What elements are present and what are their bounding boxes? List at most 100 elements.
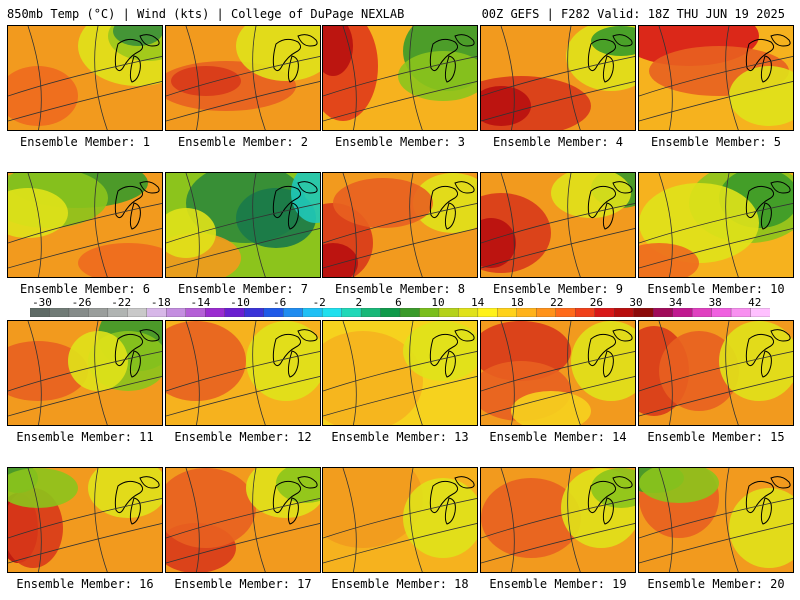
isobar-line: [481, 228, 635, 269]
colorbar-swatch: [49, 308, 70, 317]
ensemble-member-label: Ensemble Member: 10: [647, 282, 785, 296]
isobar-line: [481, 203, 635, 244]
temperature-map: [323, 26, 477, 130]
isobar-line: [342, 468, 357, 572]
colorbar-swatch: [263, 308, 284, 317]
ensemble-member-label: Ensemble Member: 2: [177, 135, 309, 149]
isobar-line: [94, 321, 108, 425]
isobar-line: [8, 203, 162, 244]
temperature-map: [639, 173, 793, 277]
colorbar-swatch: [146, 308, 167, 317]
ensemble-panel: [322, 320, 478, 426]
isobar-line: [8, 523, 162, 564]
isobar-line: [252, 173, 266, 277]
ensemble-member-label: Ensemble Member: 1: [19, 135, 151, 149]
isobar-line: [342, 26, 357, 130]
isobar-line: [27, 468, 42, 572]
isobar-line: [567, 173, 581, 277]
isobar-line: [323, 203, 477, 244]
temperature-map: [323, 321, 477, 425]
ensemble-panel: [480, 172, 636, 278]
colorbar-swatch: [185, 308, 206, 317]
ensemble-panel: [165, 25, 321, 131]
colorbar-swatch: [653, 308, 674, 317]
colorbar-swatch: [594, 308, 615, 317]
isobar-line: [409, 321, 423, 425]
temperature-map: [323, 173, 477, 277]
isobar-line: [94, 468, 108, 572]
isobar-line: [409, 26, 423, 130]
isobar-line: [639, 498, 793, 539]
temperature-map: [481, 321, 635, 425]
isobar-line: [185, 321, 200, 425]
ensemble-member-label: Ensemble Member: 17: [174, 577, 312, 591]
colorbar-tick: -30: [32, 296, 52, 309]
isobar-line: [27, 173, 42, 277]
isobar-line: [725, 173, 739, 277]
isobar-line: [481, 351, 635, 392]
isobar-line: [567, 26, 581, 130]
colorbar-tick: 42: [748, 296, 762, 309]
colorbar-tick: -2: [312, 296, 326, 309]
colorbar-swatch: [244, 308, 265, 317]
isobar-line: [639, 203, 793, 244]
ensemble-panel: [480, 320, 636, 426]
colorbar-swatch: [107, 308, 129, 317]
colorbar-swatch: [302, 308, 323, 317]
temperature-map: [8, 173, 162, 277]
ensemble-member-label: Ensemble Member: 3: [334, 135, 466, 149]
ensemble-member-label: Ensemble Member: 20: [647, 577, 785, 591]
isobar-line: [567, 468, 581, 572]
isobar-line: [166, 228, 320, 269]
ensemble-member-label: Ensemble Member: 15: [647, 430, 785, 444]
isobar-line: [481, 498, 635, 539]
colorbar-swatch: [30, 308, 51, 317]
colorbar-swatch: [166, 308, 187, 317]
temperature-map: [323, 468, 477, 572]
ensemble-member-label: Ensemble Member: 11: [16, 430, 154, 444]
isobar-line: [323, 498, 477, 539]
colorbar-swatch: [399, 308, 421, 317]
colorbar-swatch: [633, 308, 654, 317]
ensemble-member-label: Ensemble Member: 12: [174, 430, 312, 444]
colorbar-tick: 10: [431, 296, 445, 309]
isobar-line: [639, 351, 793, 392]
colorbar-swatch: [750, 308, 770, 317]
isobar-line: [323, 523, 477, 564]
isobar-line: [323, 228, 477, 269]
isobar-line: [342, 173, 357, 277]
colorbar-swatch: [536, 308, 557, 317]
colorbar-tick: 34: [668, 296, 683, 309]
isobar-line: [323, 56, 477, 97]
ensemble-panel: [638, 467, 794, 573]
isobar-line: [481, 376, 635, 417]
ensemble-panel: [165, 172, 321, 278]
isobar-line: [8, 351, 162, 392]
isobar-line: [658, 26, 673, 130]
temperature-map: [481, 468, 635, 572]
temperature-map: [8, 26, 162, 130]
temperature-map: [8, 468, 162, 572]
ensemble-member-label: Ensemble Member: 6: [19, 282, 151, 296]
isobar-line: [567, 321, 581, 425]
colorbar-tick: -6: [272, 296, 287, 309]
colorbar-tick: -22: [111, 296, 132, 309]
isobar-line: [639, 228, 793, 269]
temperature-colorbar: [30, 308, 770, 317]
isobar-line: [94, 173, 108, 277]
isobar-line: [166, 498, 320, 539]
colorbar-tick: -26: [71, 296, 92, 309]
colorbar-swatch: [380, 308, 401, 317]
colorbar-swatch: [341, 308, 362, 317]
colorbar-swatch: [438, 308, 460, 317]
ensemble-panel: [7, 467, 163, 573]
colorbar-tick: 26: [589, 296, 604, 309]
ensemble-panel: [322, 25, 478, 131]
ensemble-panel: [638, 172, 794, 278]
isobar-line: [166, 376, 320, 417]
colorbar-tick: 38: [708, 296, 722, 309]
isobar-line: [8, 498, 162, 539]
isobar-line: [94, 26, 108, 130]
isobar-line: [481, 81, 635, 122]
temperature-map: [166, 26, 320, 130]
